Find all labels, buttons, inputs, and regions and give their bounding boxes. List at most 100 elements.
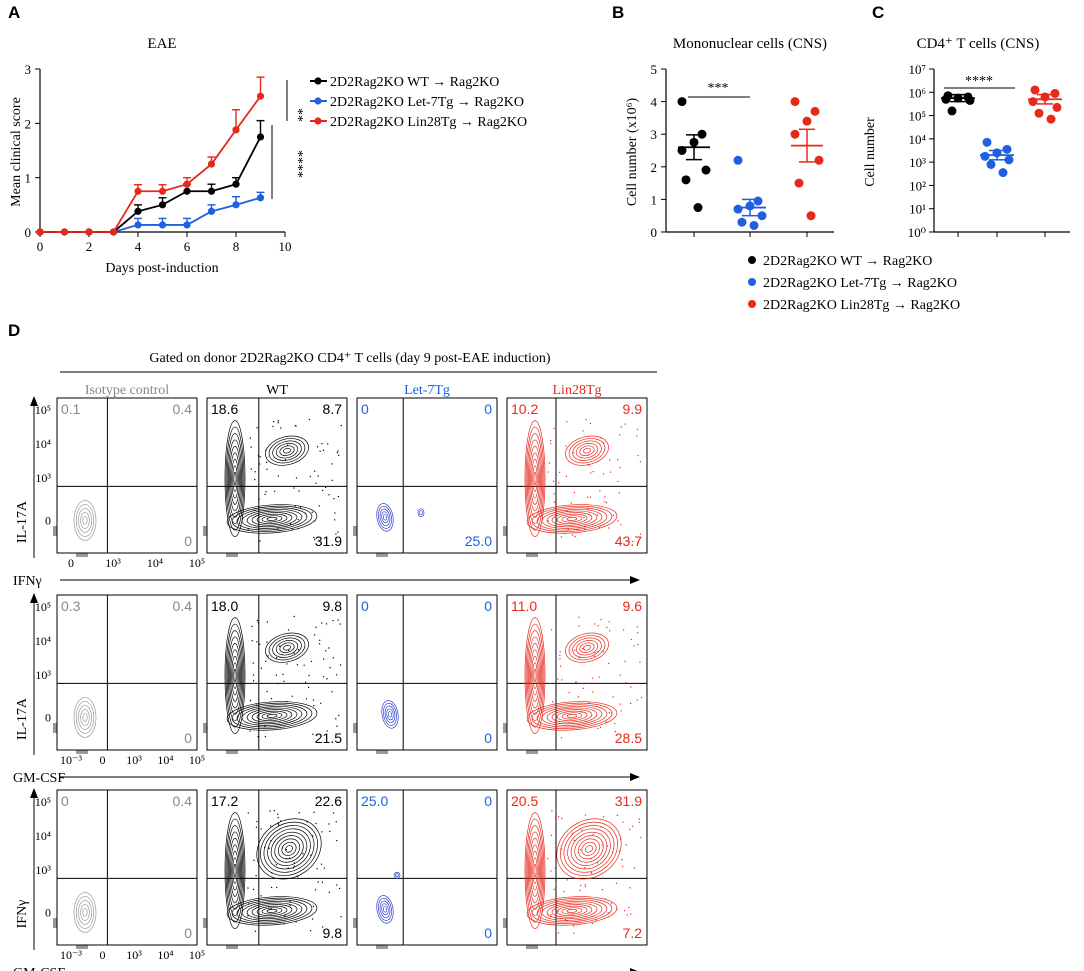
contour bbox=[275, 443, 299, 459]
event-dot bbox=[578, 657, 580, 659]
contour bbox=[572, 637, 602, 658]
event-dot bbox=[321, 881, 324, 883]
contour bbox=[536, 704, 608, 728]
event-dot bbox=[623, 910, 626, 912]
event-dot bbox=[574, 535, 576, 538]
data-point bbox=[794, 178, 804, 188]
event-dot bbox=[633, 867, 636, 869]
contour bbox=[231, 458, 239, 499]
event-dot bbox=[323, 658, 325, 660]
event-dot bbox=[320, 702, 322, 704]
event-dot bbox=[310, 930, 312, 932]
event-dot bbox=[582, 430, 584, 432]
contour bbox=[531, 505, 613, 532]
event-dot bbox=[315, 626, 317, 628]
legend-marker bbox=[314, 77, 322, 85]
event-dot bbox=[585, 419, 587, 421]
contour bbox=[260, 821, 318, 877]
data-point bbox=[85, 228, 93, 236]
series-line bbox=[40, 95, 262, 233]
event-dot bbox=[566, 421, 568, 423]
contour bbox=[383, 702, 397, 726]
quadrant-ur-value: 9.6 bbox=[623, 598, 643, 614]
event-dot bbox=[275, 864, 277, 866]
event-dot bbox=[547, 858, 549, 860]
contour bbox=[236, 507, 308, 531]
chart-a-xlabel: Days post-induction bbox=[105, 261, 218, 276]
event-dot bbox=[584, 884, 586, 886]
event-dot bbox=[590, 858, 592, 860]
event-dot bbox=[629, 887, 631, 889]
event-dot bbox=[338, 887, 341, 890]
event-dot bbox=[581, 711, 583, 713]
event-dot bbox=[625, 682, 627, 684]
event-dot bbox=[551, 810, 553, 812]
data-point bbox=[109, 228, 118, 236]
contour bbox=[585, 845, 593, 853]
event-dot bbox=[616, 908, 618, 910]
event-dot bbox=[265, 461, 268, 463]
event-dot bbox=[309, 475, 311, 478]
contour bbox=[229, 838, 241, 904]
data-point bbox=[1002, 144, 1012, 154]
x-tick-label: 10⁴ bbox=[147, 556, 163, 570]
contour bbox=[241, 509, 303, 529]
event-dot bbox=[277, 824, 280, 826]
event-dot bbox=[584, 525, 586, 528]
legend-bc-lin28: 2D2Rag2KO Lin28Tg → Rag2KO bbox=[763, 298, 960, 313]
data-point bbox=[814, 155, 824, 165]
chart-a: EAE Mean clinical score Days post-induct… bbox=[9, 36, 527, 276]
contour bbox=[227, 831, 243, 910]
event-dot bbox=[253, 680, 255, 682]
data-point bbox=[1046, 114, 1056, 124]
contour bbox=[285, 845, 293, 853]
event-dot bbox=[293, 652, 295, 654]
event-dot bbox=[561, 848, 563, 850]
event-dot bbox=[597, 514, 599, 516]
event-dot bbox=[251, 625, 253, 628]
event-dot bbox=[323, 867, 325, 869]
y-tick-label: 10³ bbox=[35, 863, 51, 877]
data-point bbox=[256, 92, 265, 100]
contour bbox=[536, 507, 608, 531]
contour bbox=[531, 850, 539, 891]
contour bbox=[384, 705, 396, 724]
contour bbox=[541, 901, 603, 921]
contour bbox=[268, 438, 306, 464]
quadrant-ur-value: 0.4 bbox=[173, 598, 193, 614]
event-dot bbox=[555, 690, 557, 692]
contour bbox=[529, 446, 541, 512]
event-dot bbox=[295, 477, 298, 479]
quadrant-lr-value: 9.8 bbox=[323, 925, 343, 941]
series-line bbox=[40, 196, 261, 233]
event-dot bbox=[579, 849, 582, 851]
chart-b-title: Mononuclear cells (CNS) bbox=[673, 36, 827, 52]
event-dot bbox=[561, 679, 563, 681]
event-dot bbox=[270, 825, 272, 827]
quadrant-lr-value: 0 bbox=[484, 730, 492, 746]
event-dot bbox=[289, 523, 292, 525]
event-dot bbox=[314, 634, 316, 636]
x-tick-label: 10⁵ bbox=[189, 948, 205, 962]
event-dot bbox=[589, 422, 592, 425]
event-dot bbox=[277, 528, 279, 530]
contour bbox=[283, 644, 291, 651]
contour bbox=[230, 452, 240, 505]
x-tick-label: 10⁻³ bbox=[60, 948, 82, 962]
event-dot bbox=[305, 681, 307, 683]
contour bbox=[82, 908, 88, 917]
y-tick-label: 4 bbox=[651, 95, 658, 110]
event-dot bbox=[260, 667, 262, 669]
event-dot bbox=[570, 502, 572, 504]
event-dot bbox=[294, 425, 296, 427]
event-dot bbox=[636, 632, 639, 634]
event-dot bbox=[632, 540, 634, 543]
event-dot bbox=[566, 879, 568, 881]
event-dot bbox=[340, 916, 342, 918]
y-arrow-head bbox=[30, 593, 38, 603]
event-dot bbox=[559, 651, 561, 653]
event-dot bbox=[550, 834, 553, 836]
event-dot bbox=[594, 652, 596, 654]
event-dot bbox=[560, 737, 563, 739]
y-tick-label: 0 bbox=[25, 225, 32, 240]
